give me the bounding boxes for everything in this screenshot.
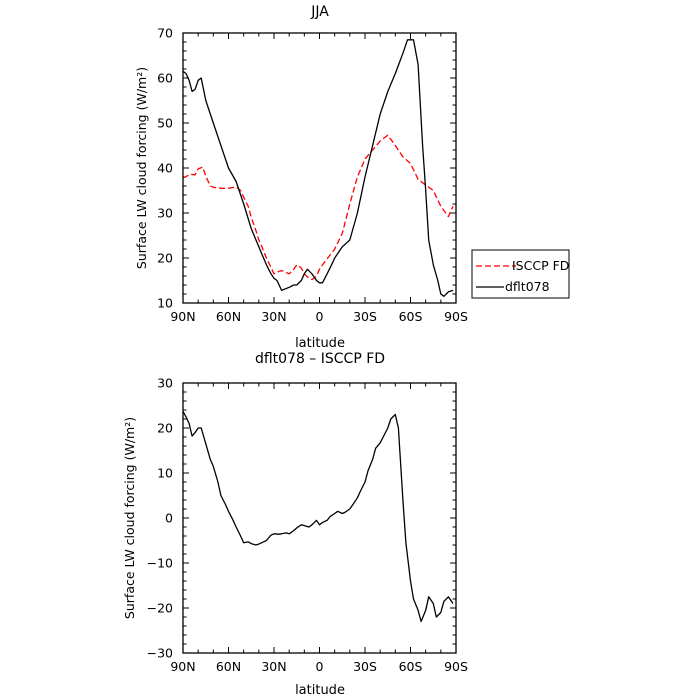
bottom-x-tick-label: 60S: [399, 659, 423, 674]
bottom-y-tick-label: 30: [157, 376, 173, 391]
bottom-y-tick-label: 20: [157, 421, 173, 436]
top-x-tick-label: 0: [316, 309, 324, 324]
top-x-axis-label: latitude: [295, 336, 345, 351]
top-y-tick-label: 50: [157, 116, 173, 131]
legend-box: [471, 249, 570, 299]
top-y-tick-label: 40: [157, 161, 173, 176]
bottom-y-tick-label: 10: [157, 466, 173, 481]
top-x-tick-label: 90S: [444, 309, 468, 324]
top-series-line-isccp-fd: [182, 134, 454, 281]
legend-label-dflt078: dflt078: [505, 279, 550, 294]
top-x-tick-label: 60N: [216, 309, 241, 324]
bottom-plot-frame: [182, 382, 457, 654]
bottom-chart-title: dflt078 – ISCCP FD: [255, 351, 385, 367]
top-y-tick-label: 20: [157, 251, 173, 266]
top-plot-frame: [182, 32, 457, 304]
bottom-y-tick-label: 0: [165, 511, 173, 526]
bottom-x-axis-label: latitude: [295, 683, 345, 698]
top-tick-marks: [182, 32, 457, 304]
bottom-y-tick-label: −10: [147, 556, 173, 571]
bottom-panel: dflt078 – ISCCP FD Surface LW cloud forc…: [122, 351, 468, 698]
bottom-series-line-difference: [182, 411, 454, 623]
top-series-line-dflt078: [182, 39, 454, 297]
top-x-tick-label: 30N: [261, 309, 286, 324]
top-panel: JJA Surface LW cloud forcing (W/m²) lati…: [134, 4, 570, 351]
bottom-x-tick-label: 90N: [170, 659, 195, 674]
top-tick-labels: 90N 60N 30N 0 30S 60S 90S 10 20 30 40 50 60 70: [157, 26, 468, 325]
bottom-x-tick-label: 0: [316, 659, 324, 674]
bottom-y-tick-label: −20: [147, 601, 173, 616]
bottom-tick-marks: [182, 382, 457, 654]
top-x-tick-label: 60S: [399, 309, 423, 324]
bottom-x-tick-label: 30S: [353, 659, 377, 674]
top-y-tick-label: 70: [157, 26, 173, 41]
top-series: [182, 39, 454, 297]
top-x-tick-label: 30S: [353, 309, 377, 324]
bottom-series: [182, 411, 454, 623]
bottom-x-tick-label: 60N: [216, 659, 241, 674]
top-y-axis-label: Surface LW cloud forcing (W/m²): [134, 67, 149, 269]
top-y-tick-label: 60: [157, 71, 173, 86]
top-x-tick-label: 90N: [170, 309, 195, 324]
bottom-y-tick-label: −30: [147, 646, 173, 661]
bottom-y-axis-label: Surface LW cloud forcing (W/m²): [122, 417, 137, 619]
bottom-tick-labels: 90N 60N 30N 0 30S 60S 90S −30 −20 −10 0 10 20 30: [147, 376, 468, 675]
bottom-x-tick-label: 90S: [444, 659, 468, 674]
legend-label-isccp: ISCCP FD: [512, 258, 569, 273]
bottom-x-tick-label: 30N: [261, 659, 286, 674]
top-y-tick-label: 30: [157, 206, 173, 221]
top-y-tick-label: 10: [157, 296, 173, 311]
top-legend: ISCCP FD dflt078: [471, 249, 570, 299]
top-chart-title: JJA: [310, 4, 329, 20]
